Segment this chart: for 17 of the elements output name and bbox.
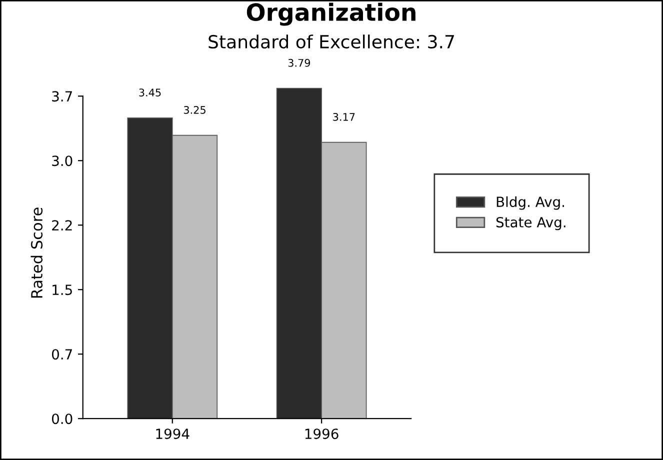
y-tick-label: 2.2 xyxy=(52,220,72,230)
legend-label: State Avg. xyxy=(496,216,566,230)
y-tick-label: 1.5 xyxy=(52,284,72,296)
x-tick-label: 1996 xyxy=(305,428,338,440)
x-tick-label: 1994 xyxy=(156,428,190,440)
y-tick-label: 3.0 xyxy=(52,156,72,166)
legend-label: Bldg. Avg. xyxy=(496,196,564,210)
chart-subtitle: Standard of Excellence: 3.7 xyxy=(208,34,454,49)
y-tick-label: 3.7 xyxy=(52,91,72,102)
data-label: 3.45 xyxy=(139,88,161,96)
data-label: 3.79 xyxy=(288,58,310,67)
y-tick-label: 0.7 xyxy=(52,349,72,360)
data-label: 3.17 xyxy=(333,112,355,121)
y-tick-label: 0.0 xyxy=(52,414,72,424)
y-axis-title: Rated Score xyxy=(30,208,43,298)
chart-title: Organization xyxy=(246,2,416,26)
data-label: 3.25 xyxy=(184,106,206,114)
